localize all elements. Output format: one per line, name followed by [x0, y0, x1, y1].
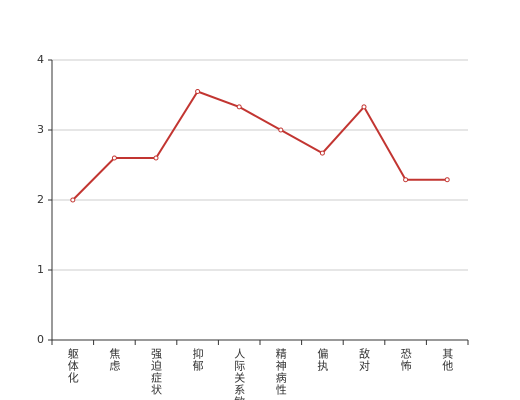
point: [319, 150, 325, 156]
x-tick-label: 其他: [441, 348, 454, 372]
x-tick-label: 偏执: [316, 347, 329, 372]
line: [72, 90, 448, 201]
x-tick-label: 敌对: [358, 347, 371, 372]
point: [361, 104, 367, 110]
y-tick-label: 4: [37, 53, 44, 66]
y-tick-label: 0: [37, 333, 44, 346]
y-tick-label: 3: [37, 123, 44, 136]
x-tick-label: 焦虑: [108, 348, 121, 372]
x-tick-label: 躯体化: [66, 348, 79, 384]
x-tick-label: 人际关系敏感: [233, 348, 246, 400]
x-tick-label: 抑郁: [191, 347, 204, 372]
x-tick-label: 恐怖: [399, 348, 412, 372]
x-tick-label: 精神病性: [274, 348, 287, 396]
point: [111, 155, 117, 161]
y-tick-label: 2: [37, 193, 44, 206]
point: [444, 177, 450, 183]
point: [70, 197, 76, 203]
point: [236, 104, 242, 110]
point: [153, 155, 159, 161]
point: [403, 177, 409, 183]
point: [278, 127, 284, 133]
point: [195, 89, 201, 94]
x-tick-label: 强迫症状: [150, 348, 163, 396]
y-tick-label: 1: [37, 263, 44, 276]
